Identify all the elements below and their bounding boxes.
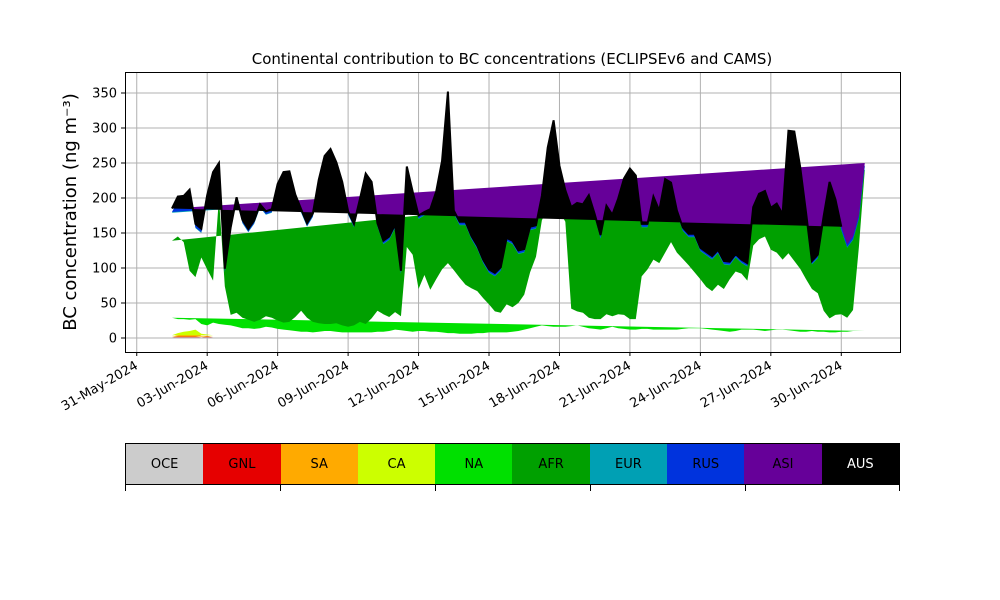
chart-title: Continental contribution to BC concentra… xyxy=(252,50,773,68)
legend-item-oce: OCE xyxy=(126,444,204,484)
chart: Continental contribution to BC concentra… xyxy=(59,50,901,414)
y-tick-label: 200 xyxy=(92,192,117,207)
x-tick-label: 18-Jun-2024 xyxy=(487,358,564,411)
legend-colorbar: OCE GNL SA CA NA AFR EUR RUS ASI AUS xyxy=(125,443,900,485)
legend-item-sa: SA xyxy=(280,444,358,484)
x-tick-label: 30-Jun-2024 xyxy=(768,358,845,411)
x-tick-label: 31-May-2024 xyxy=(59,358,141,414)
y-tick-label: 350 xyxy=(92,87,117,102)
x-tick-label: 09-Jun-2024 xyxy=(275,358,352,411)
area-aus xyxy=(171,91,842,273)
legend-item-gnl: GNL xyxy=(203,444,281,484)
total-concentration-line xyxy=(171,91,843,275)
legend-item-aus: AUS xyxy=(821,444,899,484)
x-tick-label: 06-Jun-2024 xyxy=(205,358,282,411)
legend-tick xyxy=(435,485,436,491)
y-tick-label: 300 xyxy=(92,122,117,137)
legend-item-afr: AFR xyxy=(512,444,590,484)
area-oce xyxy=(171,336,865,338)
legend-tick xyxy=(745,485,746,491)
x-tick-label: 24-Jun-2024 xyxy=(628,358,705,411)
plot-frame xyxy=(125,72,901,353)
legend-tick xyxy=(125,485,126,491)
legend-tick xyxy=(590,485,591,491)
legend-item-na: NA xyxy=(435,444,513,484)
legend-item-asi: ASI xyxy=(744,444,822,484)
x-tick-label: 03-Jun-2024 xyxy=(134,358,211,411)
area-na xyxy=(171,317,865,334)
total-line xyxy=(171,91,843,275)
legend-tick xyxy=(899,485,900,491)
x-tick-label: 15-Jun-2024 xyxy=(416,358,493,411)
legend-ticks xyxy=(125,485,900,493)
area-sa xyxy=(171,332,865,337)
legend-item-rus: RUS xyxy=(667,444,745,484)
x-tick-label: 27-Jun-2024 xyxy=(698,358,775,411)
y-tick-label: 50 xyxy=(100,297,117,312)
y-tick-label: 150 xyxy=(92,227,117,242)
area-gnl xyxy=(171,336,865,338)
legend-tick xyxy=(280,485,281,491)
x-tick-label: 21-Jun-2024 xyxy=(557,358,634,411)
y-tick-label: 100 xyxy=(92,262,117,277)
y-axis: 0 50 100 150 200 250 300 350 xyxy=(92,87,125,347)
stacked-areas xyxy=(171,91,865,338)
y-axis-label: BC concentration (ng m⁻³) xyxy=(60,93,81,331)
y-tick-label: 250 xyxy=(92,157,117,172)
legend-item-ca: CA xyxy=(357,444,436,484)
legend-item-eur: EUR xyxy=(589,444,668,484)
y-tick-label: 0 xyxy=(109,332,117,347)
x-axis: 31-May-202403-Jun-202406-Jun-202409-Jun-… xyxy=(59,352,845,414)
x-tick-label: 12-Jun-2024 xyxy=(346,358,423,411)
